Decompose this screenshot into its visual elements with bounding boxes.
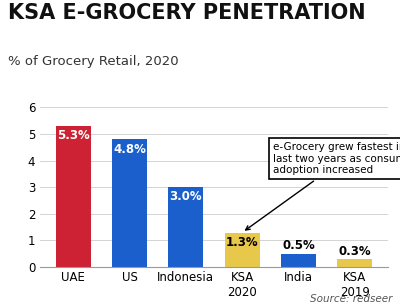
Text: 0.3%: 0.3% [338,244,371,258]
Text: % of Grocery Retail, 2020: % of Grocery Retail, 2020 [8,55,179,68]
Bar [112,139,147,267]
Text: 3.0%: 3.0% [170,190,202,204]
Text: 4.8%: 4.8% [113,142,146,156]
Bar [225,232,260,267]
Text: 0.5%: 0.5% [282,239,315,252]
Bar [337,259,372,267]
Bar [281,254,316,267]
Text: Source: redseer: Source: redseer [310,294,392,304]
Bar [56,126,91,267]
Text: e-Grocery grew fastest in
last two years as consumer
adoption increased: e-Grocery grew fastest in last two years… [246,142,400,230]
Bar [168,187,203,267]
Text: 1.3%: 1.3% [226,236,258,249]
Text: 5.3%: 5.3% [57,129,90,142]
Text: KSA E-GROCERY PENETRATION: KSA E-GROCERY PENETRATION [8,3,366,23]
